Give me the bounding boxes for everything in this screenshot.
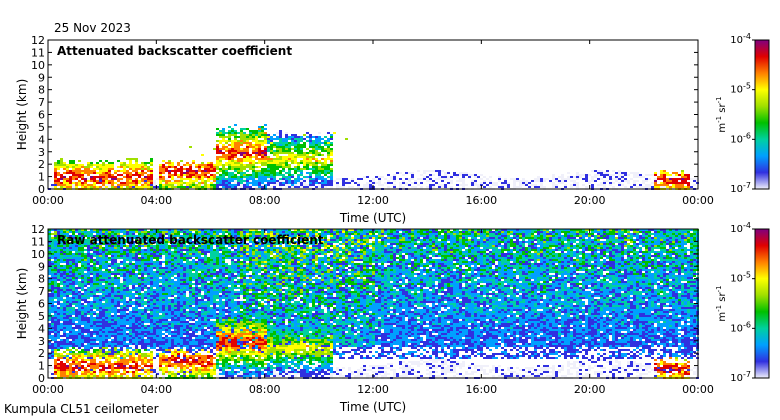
y-axis-title: Height (km): [15, 268, 29, 339]
panel-title: Raw attenuated backscatter coefficient: [57, 233, 324, 247]
x-tick-label: 00:00: [682, 383, 714, 396]
y-tick-label: 11: [31, 235, 45, 248]
y-tick-label: 9: [38, 71, 45, 84]
y-tick-label: 12: [31, 34, 45, 47]
y-tick-label: 9: [38, 260, 45, 273]
x-tick-label: 00:00: [32, 383, 64, 396]
y-tick-label: 10: [31, 59, 45, 72]
y-tick-label: 6: [38, 298, 45, 311]
colorbar-tick-label: 10-4: [730, 221, 751, 235]
y-tick-label: 4: [38, 322, 45, 335]
colorbar-unit-label: m-1 sr-1: [715, 285, 728, 321]
x-axis-title: Time (UTC): [339, 400, 406, 414]
y-tick-label: 11: [31, 46, 45, 59]
y-tick-label: 2: [38, 347, 45, 360]
y-tick-label: 6: [38, 109, 45, 122]
y-tick-label: 3: [38, 146, 45, 159]
x-tick-label: 00:00: [32, 194, 64, 207]
colorbar-tick-label: 10-5: [730, 271, 751, 285]
y-tick-label: 7: [38, 96, 45, 109]
y-tick-label: 5: [38, 121, 45, 134]
x-tick-label: 00:00: [682, 194, 714, 207]
y-tick-label: 5: [38, 310, 45, 323]
y-tick-label: 10: [31, 248, 45, 261]
panel-2: Raw attenuated backscatter coefficient01…: [15, 221, 770, 414]
y-tick-label: 1: [38, 360, 45, 373]
station-label: Kumpula CL51 ceilometer: [4, 402, 159, 416]
panel-title: Attenuated backscatter coefficient: [57, 44, 292, 58]
x-tick-label: 04:00: [140, 194, 172, 207]
x-tick-label: 20:00: [574, 383, 606, 396]
y-tick-label: 1: [38, 171, 45, 184]
colorbar-tick-label: 10-6: [730, 320, 751, 334]
y-tick-label: 0: [38, 372, 45, 385]
y-tick-label: 0: [38, 183, 45, 196]
y-tick-label: 3: [38, 335, 45, 348]
y-axis-title: Height (km): [15, 79, 29, 150]
date-label: 25 Nov 2023: [54, 21, 131, 35]
heatmap-cells: [48, 229, 699, 379]
x-tick-label: 12:00: [357, 194, 389, 207]
x-tick-label: 08:00: [249, 194, 281, 207]
colorbar-tick-label: 10-7: [730, 181, 751, 195]
y-tick-label: 4: [38, 133, 45, 146]
x-axis-title: Time (UTC): [339, 211, 406, 225]
x-tick-label: 08:00: [249, 383, 281, 396]
y-tick-label: 8: [38, 273, 45, 286]
y-tick-label: 7: [38, 285, 45, 298]
colorbar-unit-label: m-1 sr-1: [715, 96, 728, 132]
x-tick-label: 20:00: [574, 194, 606, 207]
y-tick-label: 12: [31, 223, 45, 236]
heatmap-cells: [48, 124, 699, 190]
panel-1: Attenuated backscatter coefficient012345…: [15, 32, 770, 225]
colorbar-tick-label: 10-5: [730, 82, 751, 96]
x-tick-label: 04:00: [140, 383, 172, 396]
colorbar: [754, 228, 770, 379]
x-tick-label: 12:00: [357, 383, 389, 396]
y-tick-label: 8: [38, 84, 45, 97]
plot-area: [48, 40, 698, 189]
colorbar-tick-label: 10-4: [730, 32, 751, 46]
colorbar: [754, 39, 770, 190]
x-tick-label: 16:00: [465, 383, 497, 396]
y-tick-label: 2: [38, 158, 45, 171]
x-tick-label: 16:00: [465, 194, 497, 207]
colorbar-tick-label: 10-6: [730, 131, 751, 145]
colorbar-tick-label: 10-7: [730, 370, 751, 384]
